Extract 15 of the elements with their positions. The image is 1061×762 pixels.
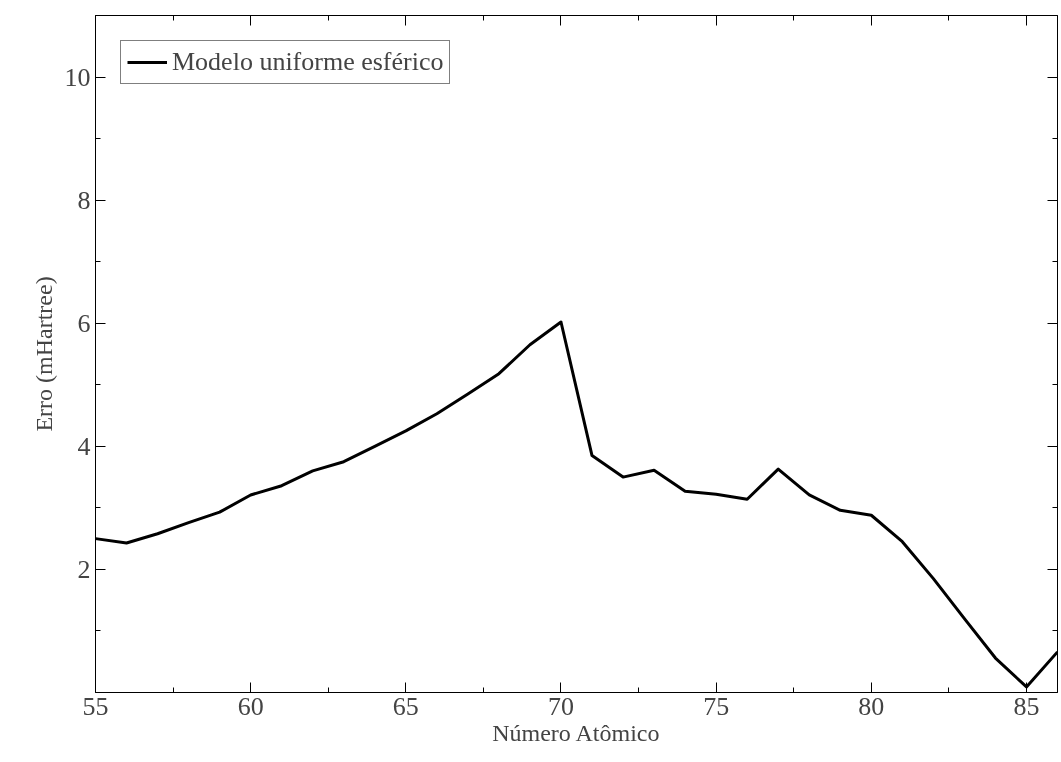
y-tick-label: 4 (77, 431, 91, 461)
y-axis-title: Erro (mHartree) (30, 276, 57, 432)
x-tick-label: 85 (1013, 691, 1040, 721)
x-tick-label: 55 (82, 691, 109, 721)
x-tick-label: 60 (237, 691, 264, 721)
y-tick-label: 10 (64, 62, 91, 92)
x-tick-label: 80 (858, 691, 885, 721)
y-tick-label: 6 (77, 308, 91, 338)
x-tick-label: 70 (547, 691, 574, 721)
x-axis-title: Número Atômico (492, 719, 660, 746)
x-tick-label: 65 (392, 691, 419, 721)
y-tick-label: 2 (77, 554, 91, 584)
y-tick-label: 8 (77, 185, 91, 215)
x-tick-label: 75 (703, 691, 730, 721)
legend-label: Modelo uniforme esférico (172, 47, 444, 77)
